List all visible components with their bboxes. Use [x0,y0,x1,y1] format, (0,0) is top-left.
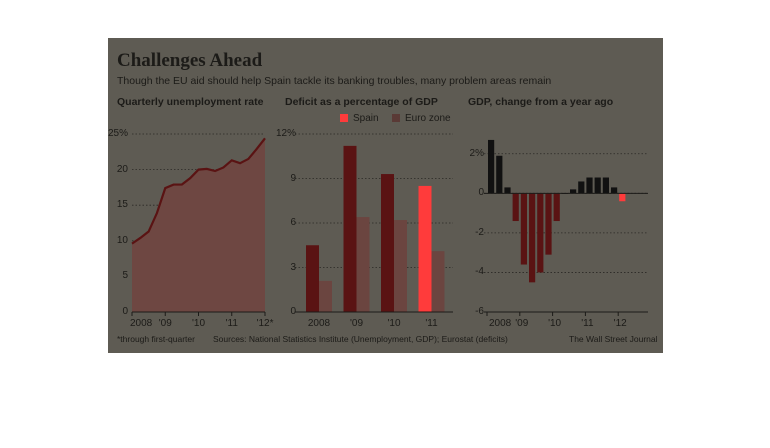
gdp-bar [488,139,495,194]
gdp-panel-title: GDP, change from a year ago [468,96,614,108]
deficit-bar-spain [306,245,319,312]
gdp-bar [520,193,527,265]
gdp-bar [512,193,519,222]
deficit-x-tick: '10 [387,318,401,329]
unemployment-line [131,137,266,245]
gdp-bar [586,177,593,194]
unemployment-x-tick: '09 [158,318,172,329]
deficit-bar-spain [343,145,357,312]
unemployment-y-tick: 0 [122,306,128,317]
deficit-bar-euro-zone [356,217,370,312]
deficit-y-tick: 6 [290,217,296,228]
gdp-bar [553,193,560,222]
unemployment-x-tick: '11 [225,318,238,329]
deficit-y-tick: 0 [290,306,296,317]
gdp-bar [496,155,503,194]
unemployment-x-tick: '12* [256,318,274,329]
gdp-bar [529,193,536,283]
deficit-panel-title: Deficit as a percentage of GDP [285,96,438,108]
gdp-bar [594,177,601,194]
legend-euro-zone-label: Euro zone [405,113,451,124]
chart-canvas [131,133,648,316]
deficit-y-tick: 3 [290,261,296,273]
gdp-bar [578,181,585,194]
unemployment-y-tick: 10 [116,234,128,246]
deficit-bar-spain [381,174,394,312]
unemployment-panel-title: Quarterly unemployment rate [117,96,264,108]
credit: The Wall Street Journal [569,334,658,344]
unemployment-x-tick: 2008 [130,318,153,329]
gdp-bar [570,189,577,194]
sources: Sources: National Statistics Institute (… [213,334,508,344]
deficit-y-tick: 9 [290,172,296,184]
gdp-y-tick: -4 [475,266,484,278]
unemployment-y-tick: 15 [116,199,128,211]
gdp-y-tick: 0 [478,187,484,199]
gdp-bar [537,193,544,273]
gdp-x-tick: '11 [581,318,594,329]
gdp-x-tick: '10 [548,318,562,329]
gdp-bar [602,177,609,194]
deficit-x-tick: '11 [425,318,438,329]
deficit-bar-spain [418,185,432,312]
legend-euro-zone-swatch [392,114,400,122]
deficit-y-tick: 12% [275,128,296,139]
legend-spain-swatch [340,114,348,122]
gdp-y-tick: -2 [475,226,484,238]
deficit-bar-euro-zone [394,220,407,312]
gdp-y-tick: -6 [475,306,484,317]
legend-spain: Spain [340,113,379,124]
deficit-bar-euro-zone [319,280,332,312]
gdp-x-tick: '12 [613,318,627,329]
deficit-x-tick: '09 [349,318,364,329]
legend-spain-label: Spain [353,113,379,124]
gdp-bar [619,193,626,202]
gdp-bar [545,193,552,255]
deficit-x-tick: 2008 [307,318,331,329]
gdp-bar [611,187,618,194]
unemployment-area [132,138,265,312]
chart-title: Challenges Ahead [117,50,263,71]
unemployment-y-tick: 20 [116,163,128,175]
unemployment-y-tick: 5 [122,270,128,282]
unemployment-x-tick: '10 [191,318,206,329]
gdp-x-tick: 2008 [489,318,512,329]
gdp-y-tick: 2% [469,147,484,159]
footnote: *through first-quarter [117,334,195,344]
gdp-bar [504,187,511,194]
unemployment-y-tick: 25% [108,128,128,139]
gdp-x-tick: '09 [515,318,529,329]
deficit-bar-euro-zone [431,251,445,312]
chart-subtitle: Though the EU aid should help Spain tack… [117,75,552,87]
chart-graphic: Challenges Ahead Though the EU aid shoul… [108,38,663,353]
legend-euro-zone: Euro zone [392,113,451,124]
